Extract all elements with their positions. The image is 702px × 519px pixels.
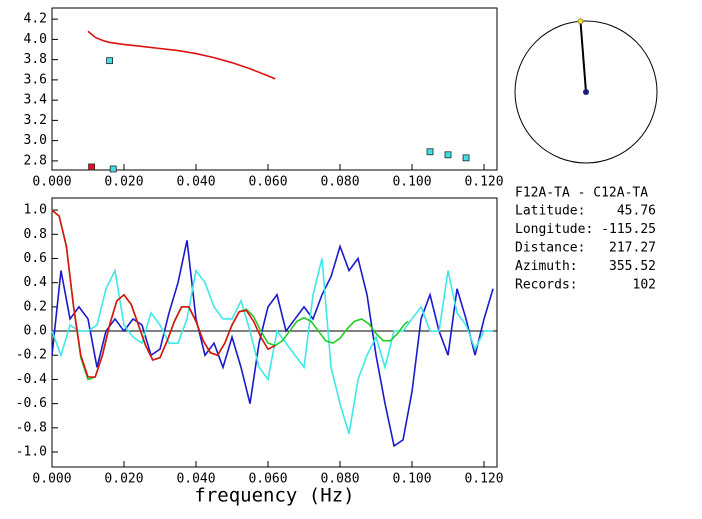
info-label: Latitude: <box>515 204 585 219</box>
x-tick-label: 0.020 <box>104 175 143 190</box>
x-tick-label: 0.100 <box>392 175 431 190</box>
data-point <box>109 165 117 173</box>
y-tick-label: -0.4 <box>16 372 47 387</box>
data-point <box>88 163 96 171</box>
y-tick-label: -0.2 <box>16 348 47 363</box>
info-value: 102 <box>633 278 656 293</box>
y-tick-label: 0.4 <box>24 275 48 290</box>
x-tick-label: 0.000 <box>32 175 71 190</box>
info-label: Distance: <box>515 241 585 256</box>
y-tick-label: 0.8 <box>24 227 47 242</box>
x-tick-label: 0.040 <box>176 472 215 487</box>
info-label: Longitude: <box>515 222 593 237</box>
y-tick-label: 3.4 <box>24 93 48 108</box>
info-value: 217.27 <box>609 241 656 256</box>
info-label: Records: <box>515 278 578 293</box>
info-value: 355.52 <box>609 259 656 274</box>
data-point <box>462 154 470 162</box>
x-tick-label: 0.100 <box>392 472 431 487</box>
data-line <box>51 209 276 378</box>
x-tick-label: 0.120 <box>464 472 503 487</box>
needle-tip <box>577 18 584 25</box>
data-line <box>87 30 276 80</box>
compass <box>514 20 658 164</box>
y-tick-label: 4.2 <box>24 12 47 27</box>
info-label: Azimuth: <box>515 259 578 274</box>
x-tick-label: 0.080 <box>320 472 359 487</box>
y-tick-label: 3.0 <box>24 133 47 148</box>
y-tick-label: 3.2 <box>24 113 47 128</box>
y-tick-label: -1.0 <box>16 445 47 460</box>
data-point <box>444 151 452 159</box>
station-pair: F12A-TA - C12A-TA <box>515 186 648 201</box>
y-tick-label: 1.0 <box>24 203 47 218</box>
data-line <box>51 240 494 448</box>
info-value: -115.25 <box>601 222 656 237</box>
y-tick-label: 4.0 <box>24 32 47 47</box>
info-value: 45.76 <box>617 204 656 219</box>
data-point <box>106 57 114 65</box>
x-axis-label: frequency (Hz) <box>194 485 354 507</box>
y-tick-label: 0.6 <box>24 251 47 266</box>
azimuth-needle <box>579 21 587 93</box>
x-tick-label: 0.120 <box>464 175 503 190</box>
data-point <box>426 148 434 156</box>
y-tick-label: 3.6 <box>24 72 47 87</box>
plot-frame <box>51 7 498 171</box>
compass-center <box>583 89 589 95</box>
y-tick-label: 2.8 <box>24 153 47 168</box>
y-tick-label: -0.6 <box>16 396 47 411</box>
x-tick-label: 0.020 <box>104 472 143 487</box>
y-tick-label: 0.0 <box>24 324 47 339</box>
x-tick-label: 0.040 <box>176 175 215 190</box>
x-tick-label: 0.000 <box>32 472 71 487</box>
data-line <box>51 258 494 435</box>
x-tick-label: 0.060 <box>248 472 287 487</box>
x-tick-label: 0.060 <box>248 175 287 190</box>
y-tick-label: -0.8 <box>16 420 47 435</box>
y-tick-label: 3.8 <box>24 52 47 67</box>
y-tick-label: 0.2 <box>24 299 47 314</box>
x-tick-label: 0.080 <box>320 175 359 190</box>
